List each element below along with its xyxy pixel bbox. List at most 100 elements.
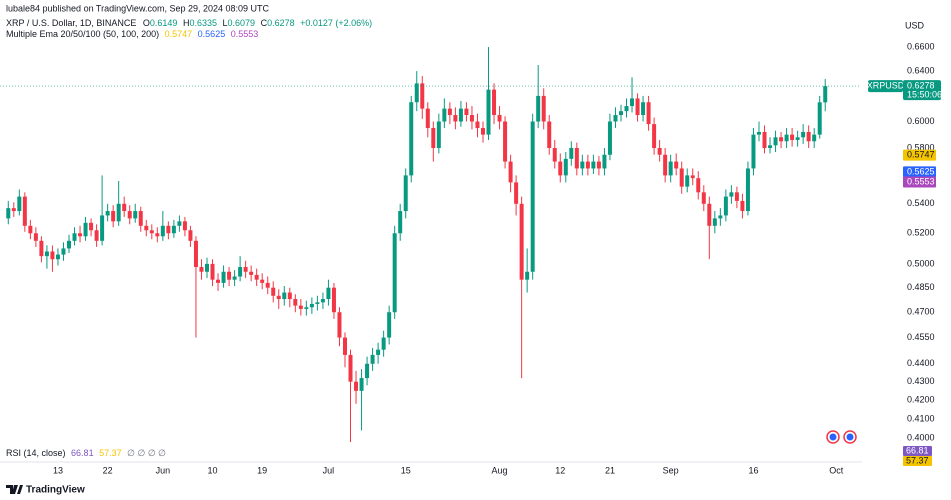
ema-label: Multiple Ema 20/50/100 (50, 100, 200) <box>6 29 159 39</box>
candle-body <box>111 211 116 222</box>
ohlc-value: 0.6079 <box>228 18 256 28</box>
candle-body <box>729 192 734 197</box>
candle-body <box>536 95 541 122</box>
y-tick-label: 0.4200 <box>907 394 935 404</box>
candle-body <box>105 211 110 216</box>
candle-body <box>458 108 463 122</box>
candle-body <box>696 178 701 193</box>
candle-body <box>177 221 182 226</box>
x-tick-label: 15 <box>401 465 411 475</box>
candle-body <box>685 175 690 187</box>
candle-body <box>265 282 270 288</box>
candle-body <box>475 121 480 129</box>
ohlc-label: H <box>183 18 190 28</box>
candle-body <box>204 263 209 272</box>
y-tick-label: 0.4550 <box>907 332 935 342</box>
candle-body <box>514 182 519 204</box>
ema-label-bg <box>903 149 936 161</box>
candle-body <box>260 279 265 283</box>
candle-body <box>188 230 193 241</box>
candle-body <box>801 131 806 138</box>
candle-body <box>712 218 717 226</box>
candle-body <box>569 147 574 159</box>
candle-body <box>469 115 474 122</box>
ema-legend: Multiple Ema 20/50/100 (50, 100, 200) 0.… <box>6 29 258 39</box>
candle-body <box>6 208 11 219</box>
candle-body <box>398 211 403 234</box>
candle-body <box>618 111 623 116</box>
candle-body <box>138 211 143 226</box>
candle-body <box>331 287 336 313</box>
candle-body <box>409 102 414 176</box>
candle-body <box>602 154 607 169</box>
rsi-value: 57.37 <box>99 448 122 458</box>
ticker: XRPUSD <box>867 81 905 91</box>
candle-body <box>381 337 386 350</box>
rsi-label-bg <box>903 446 932 456</box>
candle-body <box>298 305 303 309</box>
candle-body <box>547 121 552 148</box>
candle-body <box>790 134 795 140</box>
candle-body <box>795 137 800 140</box>
brand: TradingView <box>26 485 85 496</box>
y-tick-label: 0.5800 <box>907 142 935 152</box>
plot-area <box>0 47 860 443</box>
candle-body <box>447 108 452 116</box>
candle-body <box>376 349 381 355</box>
candle-body <box>127 211 132 219</box>
candle-body <box>210 263 215 280</box>
currency: USD <box>905 20 925 30</box>
change: +0.0127 (+2.06%) <box>300 18 372 28</box>
candle-body <box>580 161 585 169</box>
candle-body <box>541 95 546 122</box>
candle-body <box>723 196 728 216</box>
candle-body <box>403 175 408 212</box>
candle-body <box>497 115 502 122</box>
candle-body <box>563 158 568 176</box>
candle-body <box>320 299 325 303</box>
x-tick-label: 19 <box>257 465 267 475</box>
symbol-line: XRP / U.S. Dollar, 1D, BINANCE O0.6149 H… <box>6 18 372 28</box>
candle-body <box>33 233 38 241</box>
candle-body <box>293 299 298 306</box>
candle-body <box>480 128 485 135</box>
candle-body <box>492 89 497 116</box>
candle-body <box>365 363 370 379</box>
candle-body <box>668 161 673 176</box>
candle-body <box>354 381 359 391</box>
y-tick-label: 0.4300 <box>907 376 935 386</box>
candle-body <box>453 115 458 122</box>
candle-body <box>503 121 508 162</box>
candle-body <box>734 192 739 201</box>
candle-body <box>304 307 309 309</box>
countdown: 15:50:06 <box>907 90 942 100</box>
symbol: XRP / U.S. Dollar, 1D, BINANCE <box>6 18 136 28</box>
candle-body <box>287 292 292 300</box>
candle-body <box>17 196 22 212</box>
candle-body <box>431 128 436 148</box>
candle-body <box>227 271 232 280</box>
candle-body <box>249 271 254 275</box>
y-tick-label: 0.4100 <box>907 413 935 423</box>
candle-body <box>171 225 176 234</box>
x-tick-label: 10 <box>208 465 218 475</box>
price-label: 0.6278 <box>907 81 935 91</box>
candle-body <box>22 196 27 226</box>
ema-label-bg <box>903 176 936 188</box>
candle-body <box>89 222 94 231</box>
candle-body <box>72 233 77 241</box>
candle-body <box>646 102 651 125</box>
candle-body <box>756 131 761 135</box>
rsi-label-bg <box>903 456 932 466</box>
candle-body <box>193 240 198 268</box>
candle-body <box>149 230 154 234</box>
candle-body <box>216 279 221 283</box>
candle-body <box>690 175 695 179</box>
ohlc-label: C <box>261 18 268 28</box>
ema-label: 0.5553 <box>907 176 935 186</box>
candle-body <box>613 115 618 122</box>
candle-body <box>166 225 171 234</box>
candle-body <box>414 83 419 103</box>
y-tick-label: 0.5000 <box>907 258 935 268</box>
